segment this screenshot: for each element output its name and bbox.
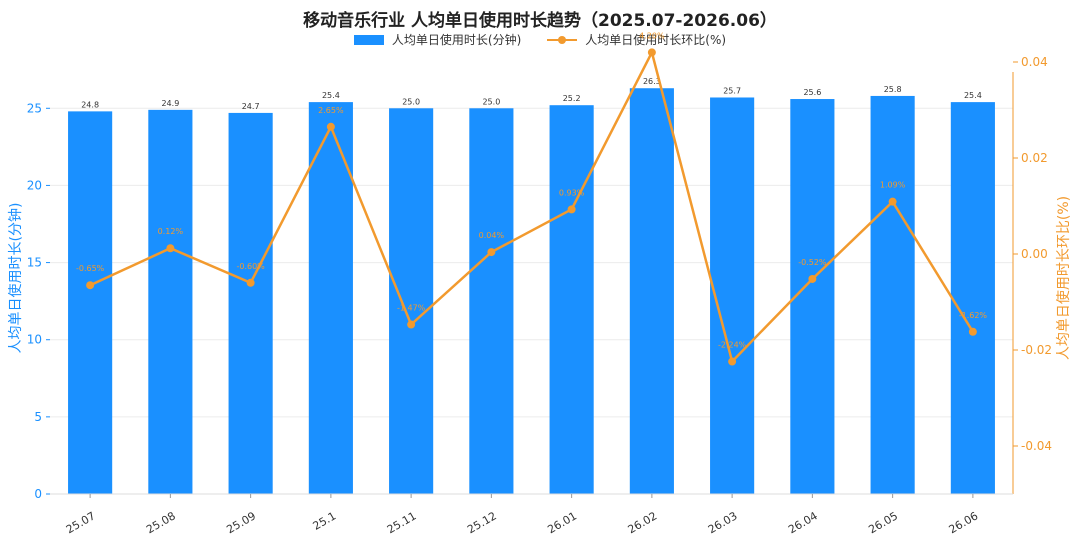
line-value-label: 1.09% [880,181,906,190]
bar-value-label: 25.6 [803,88,821,97]
chart-title: 移动音乐行业 人均单日使用时长趋势（2025.07-2026.06） [303,11,777,31]
x-tick-label: 25.12 [465,509,499,535]
legend-item-line: 人均单日使用时长环比(%) [547,31,726,48]
bar [148,109,193,494]
line-value-label: 4.20% [639,31,665,40]
line-value-label: -2.24% [718,341,747,350]
x-tick-label: 26.06 [947,509,981,535]
bar [308,102,353,494]
bar [870,95,915,494]
legend-line-swatch [547,35,578,45]
line-point [567,205,576,214]
y-axis-title-left: 人均单日使用时长(分钟) [7,203,24,354]
bar [790,99,835,495]
y-tick-label-right: -0.04 [1021,439,1052,453]
legend-bar-swatch [353,34,384,45]
line-point [86,281,95,290]
legend-item-bar: 人均单日使用时长(分钟) [353,31,522,48]
y-tick-label-left: 25 [27,101,42,115]
bar-value-label: 25.7 [723,86,741,95]
bar [710,97,755,494]
line-point [487,248,496,257]
y-tick-label-right: 0.02 [1021,151,1048,165]
x-tick-label: 25.08 [144,509,178,535]
y-tick-label-left: 10 [27,333,42,347]
line-point [166,244,175,253]
y-tick-label-right: 0.00 [1021,247,1048,261]
y-tick-label-left: 0 [34,487,42,501]
y-tick-label-right: -0.02 [1021,343,1052,357]
bar-value-label: 24.7 [242,102,260,111]
x-tick-label: 26.01 [545,509,579,535]
bar-value-label: 24.9 [161,99,179,108]
line-point [246,278,255,287]
x-tick-label: 26.02 [626,509,660,535]
line-point [808,274,817,283]
y-tick-label-left: 5 [34,410,42,424]
bar-value-label: 25.0 [482,97,500,106]
x-tick-label: 25.1 [311,509,339,533]
line-value-label: 2.65% [318,106,344,115]
line-value-label: -0.60% [236,262,265,271]
x-tick-label: 25.11 [385,509,419,535]
line-value-label: -0.52% [798,258,827,267]
bar [68,111,113,494]
y-axis-title-right: 人均单日使用时长环比(%) [1055,196,1072,360]
legend-label-bar: 人均单日使用时长(分钟) [391,33,522,47]
legend-label-line: 人均单日使用时长环比(%) [585,33,727,47]
line-point [647,48,656,57]
x-tick-label: 26.05 [866,509,900,535]
line-value-label: -1.47% [397,304,426,313]
line-point [728,357,737,366]
x-tick-label: 25.09 [224,509,258,535]
bar [950,102,995,494]
y-tick-label-right: 0.04 [1021,55,1048,69]
legend: 人均单日使用时长(分钟) 人均单日使用时长环比(%) [0,31,1080,48]
line-value-label: -0.65% [76,264,105,273]
bar [389,108,434,495]
line-value-label: -1.62% [959,311,988,320]
x-tick-label: 25.07 [64,509,98,535]
bar-value-label: 26.3 [643,77,661,86]
bar-value-label: 25.2 [563,94,581,103]
y-tick-label-left: 15 [27,256,42,270]
bar-value-label: 24.8 [81,100,99,109]
x-tick-label: 26.04 [786,509,820,535]
bar-value-label: 25.4 [964,91,982,100]
line-point [407,320,416,329]
line-value-label: 0.12% [158,227,184,236]
line-value-label: 0.04% [479,231,505,240]
line-point [888,197,897,206]
bar-value-label: 25.0 [402,97,420,106]
bar [549,105,594,494]
line-series-path [89,48,974,364]
line-point [968,327,977,336]
bar [228,112,273,495]
line-value-label: 0.93% [559,188,585,197]
bar [469,108,514,495]
bar [629,88,674,494]
line-point [326,122,335,131]
bar-value-label: 25.4 [322,91,340,100]
x-tick-label: 26.03 [706,509,740,535]
y-tick-label-left: 20 [27,178,42,192]
bar-value-label: 25.8 [884,85,902,94]
